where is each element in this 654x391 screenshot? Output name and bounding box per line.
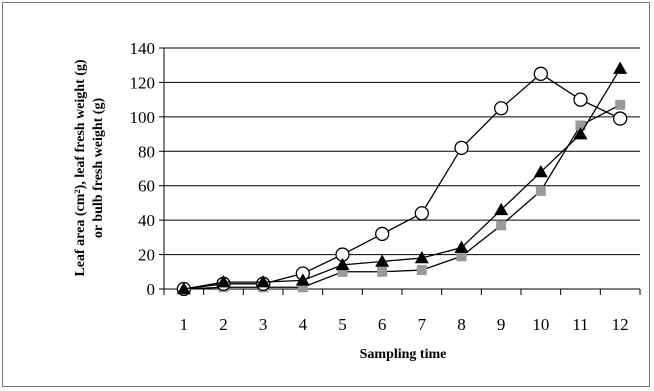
series-3-point-5 <box>337 266 348 277</box>
series-2 <box>176 61 628 295</box>
x-tick-label-7: 7 <box>418 315 427 334</box>
series-2-point-2 <box>216 275 231 288</box>
x-tick-label-6: 6 <box>378 315 387 334</box>
x-tick-label-3: 3 <box>259 315 268 334</box>
series-2-line <box>183 68 621 290</box>
series-group <box>176 61 628 297</box>
series-1-point-11 <box>573 92 588 107</box>
series-2-point-6 <box>375 254 390 267</box>
series-3 <box>178 99 626 294</box>
x-tick-label-5: 5 <box>338 315 347 334</box>
y-tick-labels: 0 20 40 60 80 100 120 140 <box>130 39 156 299</box>
series-3-point-12 <box>615 99 626 110</box>
series-2-point-4 <box>295 273 310 286</box>
series-2-point-5 <box>335 257 350 271</box>
x-tick-label-12: 12 <box>612 315 629 334</box>
y-tick-label-0: 0 <box>147 280 156 299</box>
series-3-point-7 <box>416 265 427 276</box>
series-2-point-3 <box>256 275 271 288</box>
series-1-point-9 <box>494 101 509 116</box>
y-axis-title-line2: or bulb fresh weight (g) <box>91 98 106 239</box>
series-2-point-11 <box>573 127 588 140</box>
x-tick-label-10: 10 <box>532 315 549 334</box>
series-2-point-10 <box>533 164 548 178</box>
y-tick-label-80: 80 <box>138 142 155 161</box>
x-tick-label-4: 4 <box>299 315 308 334</box>
y-tick-label-20: 20 <box>138 246 155 265</box>
x-axis-title: Sampling time <box>360 347 447 362</box>
series-2-point-7 <box>414 251 429 264</box>
series-3-point-11 <box>575 120 586 131</box>
series-1-point-6 <box>375 226 390 242</box>
series-1-point-7 <box>414 206 429 221</box>
y-tick-label-140: 140 <box>130 39 156 58</box>
series-2-point-1 <box>176 282 191 295</box>
x-tick-labels: 1 2 3 4 5 6 7 8 9 10 11 12 <box>180 315 629 334</box>
x-tick-label-11: 11 <box>572 315 588 334</box>
series-2-point-9 <box>494 202 509 216</box>
series-3-line <box>183 104 621 290</box>
series-1-point-10 <box>533 66 548 81</box>
y-tick-label-120: 120 <box>130 73 156 92</box>
x-tick-label-1: 1 <box>180 315 189 334</box>
series-1-line <box>183 73 621 290</box>
series-3-point-9 <box>496 220 507 231</box>
axes <box>159 47 641 295</box>
series-1 <box>176 66 628 297</box>
series-1-point-8 <box>454 140 469 155</box>
series-3-point-4 <box>297 282 308 293</box>
y-tick-label-60: 60 <box>138 177 155 196</box>
series-1-point-12 <box>613 111 628 126</box>
series-3-point-6 <box>377 266 388 277</box>
series-2-point-12 <box>613 61 628 74</box>
y-axis-title-line1: Leaf area (cm²), leaf fresh weight (g) <box>73 59 88 276</box>
series-2-point-8 <box>454 240 469 253</box>
y-tick-label-40: 40 <box>138 211 155 230</box>
series-3-point-8 <box>456 251 467 262</box>
y-tick-label-100: 100 <box>130 108 156 127</box>
x-tick-label-8: 8 <box>457 315 466 334</box>
series-3-point-10 <box>535 185 546 196</box>
x-tick-label-9: 9 <box>497 315 506 334</box>
x-tick-label-2: 2 <box>219 315 228 334</box>
grid-lines <box>164 47 640 256</box>
